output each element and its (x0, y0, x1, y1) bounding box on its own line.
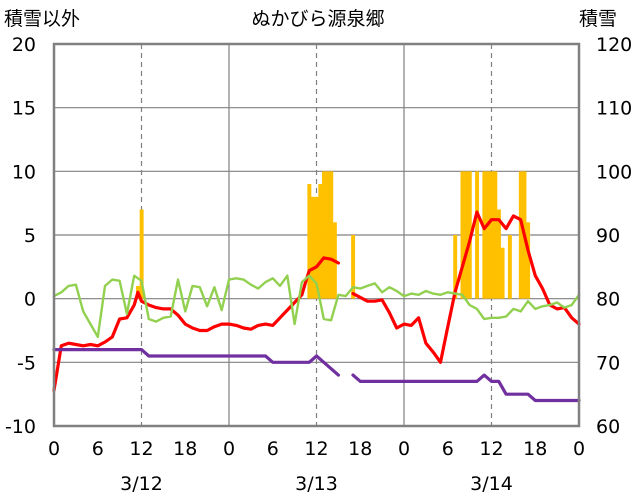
snow-bar (307, 184, 312, 299)
y-left-tick-label: 0 (24, 289, 36, 311)
y-right-tick-label: 80 (596, 289, 620, 311)
y-left-tick-label: -10 (5, 416, 36, 438)
x-tick-label: 18 (523, 438, 547, 460)
y-left-tick-labels: 20 15 10 5 0 -5 -10 (5, 34, 36, 438)
snow-bar (311, 196, 315, 299)
x-tick-label: 0 (573, 438, 585, 460)
snow-bar (139, 209, 144, 299)
snow-bar (329, 171, 334, 299)
x-tick-label: 0 (398, 438, 410, 460)
x-tick-labels: 0 6 12 18 0 6 12 18 0 6 12 18 0 (48, 438, 585, 460)
x-tick-label: 6 (267, 438, 279, 460)
y-right-tick-label: 100 (596, 161, 632, 183)
snow-bar (460, 171, 465, 299)
x-tick-label: 0 (223, 438, 235, 460)
snow-bar (482, 171, 487, 299)
snow-bar (507, 235, 512, 299)
snow-bar (325, 171, 330, 299)
snow-bar (500, 247, 505, 299)
series-line (351, 210, 581, 364)
x-tick-label: 12 (479, 438, 503, 460)
left-axis-title: 積雪以外 (4, 8, 80, 30)
y-right-tick-label: 120 (596, 34, 632, 56)
x-tick-label: 18 (348, 438, 372, 460)
day-label: 3/14 (470, 473, 513, 495)
snow-bar (321, 171, 326, 299)
day-label: 3/12 (120, 473, 163, 495)
snow-bar (318, 184, 323, 299)
x-tick-label: 12 (129, 438, 153, 460)
x-tick-label: 6 (92, 438, 104, 460)
y-right-tick-label: 70 (596, 352, 620, 374)
chart-title: ぬかびら源泉郷 (251, 8, 384, 30)
snow-bar (496, 209, 501, 299)
series-line (52, 274, 581, 339)
series-line (52, 256, 340, 392)
snow-bar (475, 171, 480, 299)
x-tick-label: 0 (48, 438, 60, 460)
snow-bar (518, 171, 523, 299)
snow-bar (464, 171, 469, 299)
y-left-tick-label: 5 (24, 225, 36, 247)
x-tick-label: 18 (173, 438, 197, 460)
y-left-tick-label: 20 (12, 34, 36, 56)
day-labels: 3/12 3/13 3/14 (120, 473, 513, 495)
y-right-tick-label: 60 (596, 416, 620, 438)
snow-bar (351, 235, 356, 299)
y-left-tick-label: 10 (12, 161, 36, 183)
snow-bar (486, 171, 490, 299)
series-line (351, 373, 581, 403)
y-right-tick-label: 90 (596, 225, 620, 247)
snow-bar (489, 171, 494, 299)
snow-bar (493, 171, 498, 299)
right-axis-title: 積雪 (579, 8, 617, 30)
line-layer (52, 210, 581, 403)
x-tick-label: 12 (304, 438, 328, 460)
snow-bar (314, 196, 319, 299)
y-left-tick-label: -5 (17, 352, 36, 374)
y-right-tick-labels: 120 110 100 90 80 70 60 (596, 34, 632, 438)
snow-bar (526, 222, 531, 299)
y-left-tick-label: 15 (12, 98, 36, 120)
snow-bar (453, 235, 458, 299)
x-tick-label: 6 (442, 438, 454, 460)
y-right-tick-label: 110 (596, 98, 632, 120)
plot-frame (52, 42, 581, 428)
day-label: 3/13 (295, 473, 338, 495)
series-line (52, 348, 340, 377)
